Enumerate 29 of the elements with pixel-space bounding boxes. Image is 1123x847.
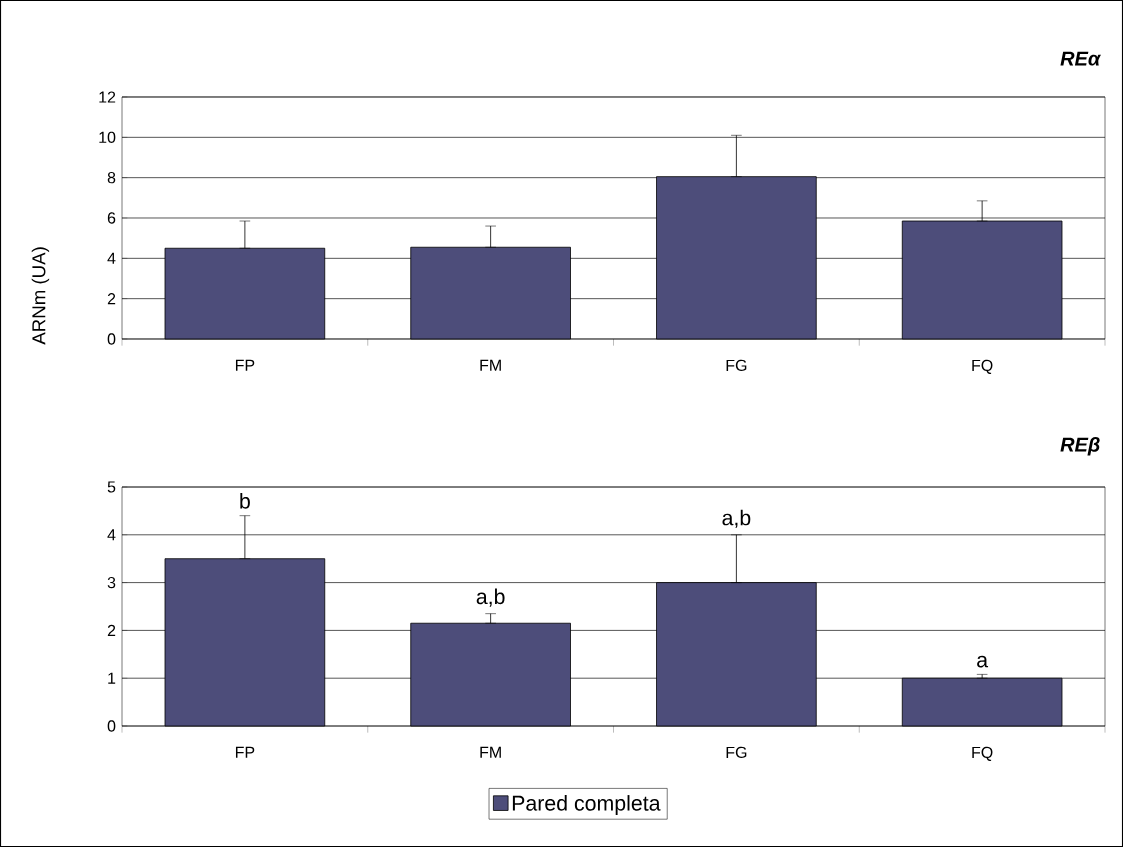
y-tick-label: 6 bbox=[107, 212, 116, 224]
x-tick-label: FM bbox=[480, 746, 501, 758]
chart-title: REβ bbox=[1060, 436, 1100, 456]
y-tick-label: 2 bbox=[107, 293, 116, 305]
y-tick-label: 4 bbox=[107, 252, 116, 264]
annotation: a,b bbox=[722, 509, 751, 528]
legend-label: Pared completa bbox=[512, 795, 661, 815]
y-tick-label: 0 bbox=[107, 333, 116, 345]
y-tick-label: 1 bbox=[108, 672, 116, 684]
x-tick-label: FG bbox=[726, 359, 747, 372]
annotation: b bbox=[240, 493, 250, 509]
x-tick-label: FQ bbox=[972, 746, 993, 761]
y-tick-label: 0 bbox=[107, 720, 116, 732]
y-tick-label: 4 bbox=[107, 529, 116, 541]
x-tick-label: FP bbox=[235, 359, 255, 371]
y-tick-label: 12 bbox=[99, 91, 116, 103]
annotation: a,b bbox=[476, 588, 505, 607]
chart-title: REα bbox=[1060, 51, 1101, 66]
y-tick-label: 8 bbox=[107, 172, 116, 184]
x-tick-label: FM bbox=[480, 359, 501, 371]
y-axis-title: ARNm (UA) bbox=[31, 247, 50, 345]
y-tick-label: 5 bbox=[107, 481, 116, 493]
y-tick-label: 3 bbox=[107, 576, 116, 589]
annotation: a bbox=[977, 655, 989, 668]
y-tick-label: 2 bbox=[107, 624, 116, 636]
x-tick-label: FQ bbox=[972, 359, 993, 374]
y-tick-label: 10 bbox=[99, 131, 116, 143]
x-tick-label: FP bbox=[235, 746, 255, 758]
x-tick-label: FG bbox=[726, 746, 747, 759]
